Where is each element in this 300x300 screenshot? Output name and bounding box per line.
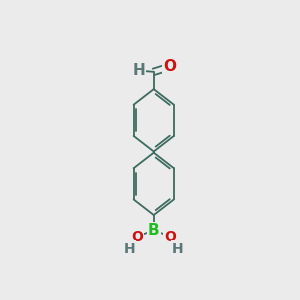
Text: O: O (164, 59, 176, 74)
Text: H: H (124, 242, 135, 256)
Text: H: H (132, 63, 145, 78)
Text: H: H (172, 242, 184, 256)
Text: O: O (165, 230, 176, 244)
Text: B: B (148, 223, 160, 238)
Text: O: O (131, 230, 143, 244)
